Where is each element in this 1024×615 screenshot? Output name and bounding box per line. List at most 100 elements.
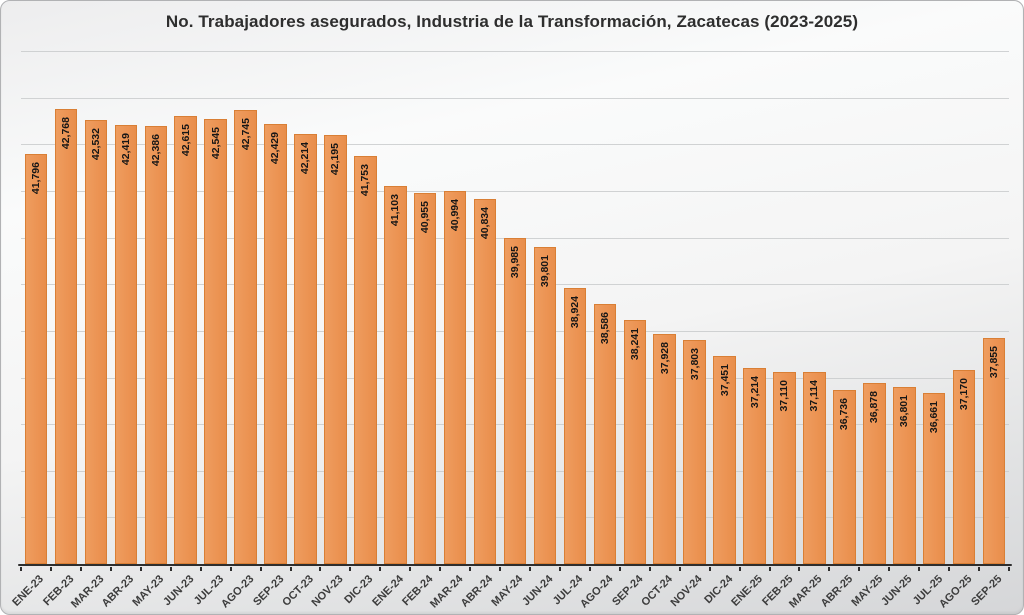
x-axis-tick: [20, 566, 22, 571]
bar: 42,386: [144, 126, 167, 564]
bar-value-label: 37,451: [718, 364, 731, 397]
bar-value-label: 40,994: [449, 199, 462, 232]
x-axis-line: [18, 563, 1012, 566]
x-axis-label: ABR-25: [818, 573, 855, 610]
x-axis-tick: [828, 566, 831, 571]
x-axis-label: ENE-25: [729, 573, 765, 609]
chart-title: No. Trabajadores asegurados, Industria d…: [165, 12, 859, 31]
bar: 41,103: [384, 186, 407, 564]
gridline: [21, 51, 1009, 52]
x-axis-label: ABR-24: [459, 573, 496, 610]
x-axis-tick: [349, 566, 352, 571]
x-axis-tick: [169, 566, 172, 571]
bar: 41,753: [354, 155, 377, 564]
bar: 39,985: [503, 238, 527, 564]
x-axis-tick: [529, 566, 531, 571]
bar: 38,241: [623, 319, 646, 564]
bar-value-label: 42,615: [179, 123, 192, 156]
bar: 37,855: [982, 337, 1006, 564]
bar-value-label: 42,419: [119, 132, 132, 165]
bar-value-label: 36,801: [898, 394, 911, 427]
bar: 42,545: [204, 118, 227, 564]
x-axis-tick: [708, 566, 711, 571]
x-axis-label: MAY-25: [848, 573, 885, 609]
x-axis-tick: [1008, 566, 1010, 571]
bar-value-label: 39,985: [509, 246, 522, 279]
bar: 42,195: [324, 135, 347, 564]
bar-value-label: 38,241: [628, 327, 641, 360]
bar: 37,114: [803, 372, 826, 564]
bar-value-label: 38,924: [568, 295, 581, 328]
bar-value-label: 42,214: [299, 142, 312, 175]
gridline: [21, 190, 1009, 192]
bar: 42,419: [114, 124, 137, 564]
gridline: [21, 237, 1009, 239]
x-axis-label: SEP-24: [609, 573, 646, 609]
bar: 39,801: [533, 246, 557, 564]
bar: 36,736: [833, 389, 856, 564]
bar: 42,429: [264, 124, 287, 564]
bar: 38,586: [593, 303, 617, 564]
bar: 42,615: [174, 115, 197, 564]
bar-value-label: 39,801: [538, 254, 551, 287]
bar-value-label: 37,214: [748, 375, 761, 408]
bar: 40,955: [413, 193, 437, 564]
bar-value-label: 42,745: [239, 117, 252, 150]
bar: 37,803: [683, 340, 706, 564]
x-axis-tick: [618, 566, 621, 571]
x-axis-label: ENE-24: [369, 573, 406, 609]
x-axis-label: ABR-23: [99, 573, 137, 610]
bar-value-label: 40,834: [479, 206, 492, 239]
bar: 38,924: [563, 287, 587, 564]
x-axis-tick: [229, 566, 232, 571]
x-axis-tick: [768, 566, 771, 571]
x-axis-label: JUN-24: [520, 573, 556, 609]
x-axis-label: SEP-25: [969, 573, 1005, 609]
x-axis-tick: [49, 566, 52, 571]
x-axis-tick: [499, 566, 501, 571]
x-axis-tick: [858, 566, 861, 571]
bar: 36,661: [922, 393, 946, 564]
x-axis-tick: [648, 566, 651, 571]
bar-value-label: 38,586: [598, 311, 611, 344]
x-axis-tick: [79, 566, 82, 571]
x-axis-tick: [439, 566, 442, 571]
x-axis-tick: [948, 566, 951, 571]
x-axis-label: JUN-25: [879, 573, 915, 609]
bar: 42,768: [54, 108, 78, 564]
x-axis-label: JUN-23: [160, 573, 197, 609]
x-axis-tick: [379, 566, 382, 571]
x-axis-label: MAR-24: [428, 573, 466, 611]
x-axis-tick: [888, 566, 891, 571]
bar-value-label: 42,532: [89, 127, 102, 160]
x-axis-tick: [259, 566, 262, 571]
bar: 37,110: [773, 372, 796, 564]
x-axis-tick: [409, 566, 412, 571]
x-axis-tick: [678, 566, 681, 571]
bar-value-label: 37,110: [778, 380, 791, 412]
x-axis-tick: [289, 566, 292, 571]
x-axis-tick: [588, 566, 591, 571]
bar: 37,451: [713, 356, 736, 564]
x-axis-tick: [109, 566, 112, 571]
bar-value-label: 37,855: [988, 345, 1001, 378]
bar-value-label: 42,545: [209, 126, 222, 160]
bar-value-label: 36,736: [838, 397, 851, 430]
x-axis-label: MAY-24: [489, 573, 526, 609]
bar: 37,170: [952, 369, 976, 564]
x-axis-label: OCT-24: [639, 573, 676, 609]
x-axis-tick: [199, 566, 202, 571]
bar: 40,994: [443, 191, 467, 564]
x-axis-label: ENE-23: [10, 573, 47, 609]
bar-value-label: 36,878: [868, 391, 881, 424]
x-axis-tick: [469, 566, 472, 571]
gridline: [21, 144, 1009, 146]
x-axis-tick: [319, 566, 322, 571]
x-axis-tick: [918, 566, 921, 571]
bar: 42,214: [294, 134, 317, 564]
bar: 42,532: [84, 119, 108, 564]
bar: 37,928: [653, 334, 676, 564]
bar: 42,745: [234, 109, 257, 564]
bar: 36,801: [893, 386, 916, 564]
bar-value-label: 37,928: [658, 342, 671, 375]
